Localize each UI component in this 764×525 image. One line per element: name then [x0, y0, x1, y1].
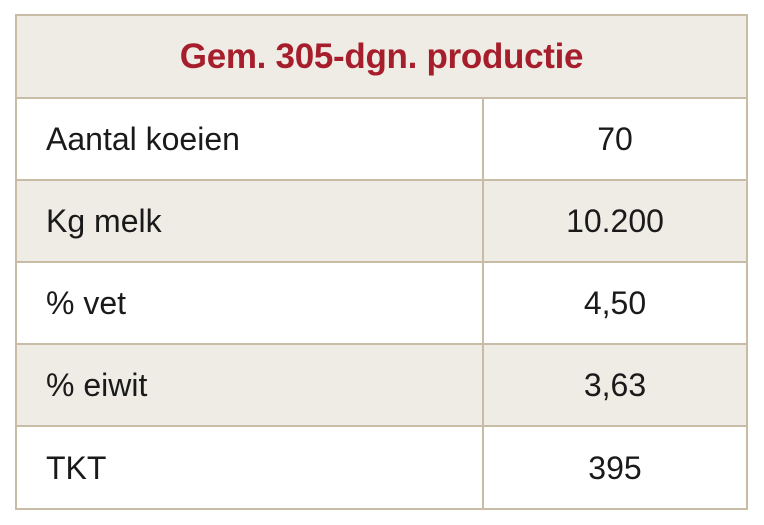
row-label: % eiwit [17, 345, 484, 425]
table-row-eiwit: % eiwit 3,63 [17, 345, 746, 427]
table-row-aantal-koeien: Aantal koeien 70 [17, 99, 746, 181]
table-row-tkt: TKT 395 [17, 427, 746, 509]
row-value: 10.200 [566, 202, 664, 239]
row-value: 4,50 [583, 284, 647, 321]
row-label: Aantal koeien [17, 99, 484, 179]
production-table: Gem. 305-dgn. productie Aantal koeien 70… [15, 14, 748, 510]
row-value: 70 [597, 120, 633, 157]
table-row-vet: % vet 4,50 [17, 263, 746, 345]
row-label: TKT [17, 427, 484, 509]
row-label: Kg melk [17, 181, 484, 261]
row-value: 395 [588, 449, 642, 486]
table-header: Gem. 305-dgn. productie [17, 16, 746, 99]
row-label: % vet [17, 263, 484, 343]
row-value: 3,63 [583, 366, 647, 403]
table-title: Gem. 305-dgn. productie [179, 36, 584, 76]
table-row-kg-melk: Kg melk 10.200 [17, 181, 746, 263]
